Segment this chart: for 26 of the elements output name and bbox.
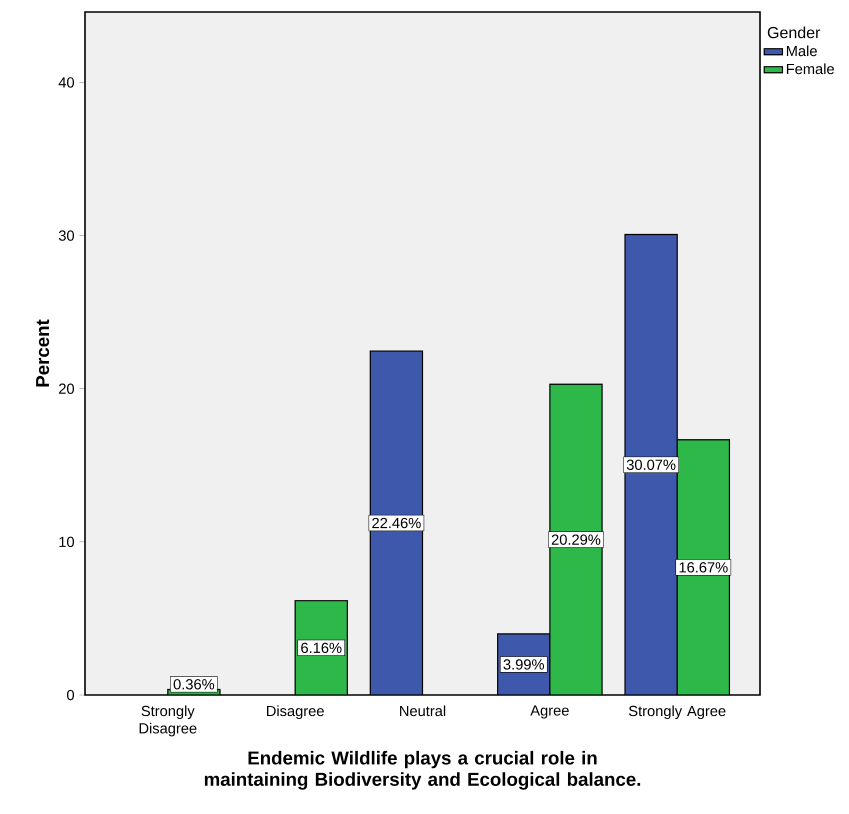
y-tick-label: 0	[67, 690, 74, 700]
legend-label: Male	[786, 45, 817, 56]
legend-label: Female	[786, 63, 834, 74]
data-label: 20.29%	[552, 534, 600, 545]
y-axis-title: Percent	[36, 320, 50, 386]
bar	[676, 439, 730, 695]
x-tick-label: Strongly Agree	[628, 705, 726, 720]
bar	[370, 350, 424, 695]
x-tick-label: Disagree	[267, 705, 324, 720]
bar	[549, 384, 603, 695]
data-label: 30.07%	[626, 460, 676, 470]
data-label: 6.16%	[301, 642, 342, 654]
y-tick-label: 30	[58, 230, 74, 241]
x-tick-label: Strongly Disagree	[140, 705, 196, 736]
y-tick-label: 40	[58, 77, 74, 88]
data-label: 22.46%	[372, 518, 421, 528]
x-tick-label: Agree	[530, 705, 569, 719]
bar	[624, 234, 678, 695]
y-tick-label: 10	[59, 536, 74, 548]
data-label: 0.36%	[174, 679, 214, 690]
legend-title: Gender	[768, 26, 820, 38]
x-axis-title: Endemic Wildlife plays a crucial role in maintaining Biodiversity and Ecological balance.	[204, 750, 640, 790]
data-label: 16.67%	[680, 562, 728, 573]
y-tick-label: 20	[59, 384, 74, 394]
data-label: 3.99%	[504, 659, 544, 670]
x-tick-label: Neutral	[400, 705, 446, 716]
